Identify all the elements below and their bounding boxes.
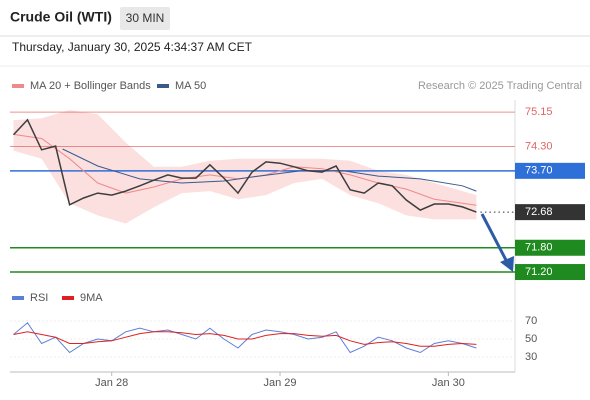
level-badge bbox=[515, 162, 585, 179]
level-label: 75.15 bbox=[525, 106, 553, 118]
level-label: 72.68 bbox=[525, 206, 553, 218]
bollinger-band bbox=[13, 110, 477, 224]
level-badge bbox=[515, 239, 585, 256]
level-label: 74.30 bbox=[525, 140, 553, 152]
legend-label: MA 20 + Bollinger Bands bbox=[30, 80, 151, 92]
x-tick-label: Jan 28 bbox=[95, 377, 128, 389]
legend-label: 9MA bbox=[80, 292, 103, 304]
instrument-title: Crude Oil (WTI) bbox=[10, 9, 112, 25]
level-badge bbox=[515, 264, 585, 281]
timeframe[interactable]: 30 MIN bbox=[126, 11, 165, 25]
series-line bbox=[13, 322, 477, 354]
source: Research © 2025 Trading Central bbox=[418, 80, 582, 92]
series-line bbox=[62, 148, 477, 192]
y-tick-label: 70 bbox=[525, 315, 537, 327]
level-label: 71.80 bbox=[525, 242, 553, 254]
forecast-arrowhead bbox=[500, 256, 514, 272]
price-line bbox=[12, 118, 477, 213]
y-tick-label: 30 bbox=[525, 351, 537, 363]
legend-label: RSI bbox=[30, 292, 48, 304]
plot: 75.15 74.30 73.70 72.68 71.80 71.20 MA 20 + Bo… bbox=[10, 80, 585, 389]
timestamp: Thursday, January 30, 2025 4:34:37 AM CE… bbox=[12, 40, 253, 54]
x-tick-label: Jan 29 bbox=[264, 377, 297, 389]
level-label: 73.70 bbox=[525, 165, 553, 177]
series-line bbox=[13, 331, 477, 347]
timeframe-badge[interactable] bbox=[120, 7, 170, 30]
y-tick-label: 50 bbox=[525, 333, 537, 345]
legend-label: MA 50 bbox=[175, 80, 206, 92]
forecast-arrow bbox=[480, 213, 509, 263]
x-tick-label: Jan 30 bbox=[432, 377, 465, 389]
level-badge bbox=[515, 204, 585, 221]
level-label: 71.20 bbox=[525, 266, 553, 278]
